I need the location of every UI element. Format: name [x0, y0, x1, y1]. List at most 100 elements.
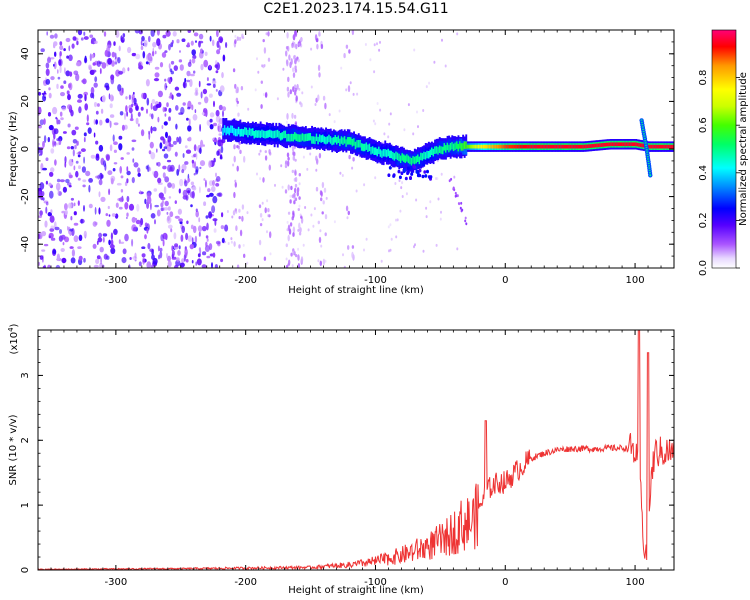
noise-speck — [213, 122, 217, 127]
noise-speck — [372, 119, 375, 123]
ridge-cell — [512, 144, 514, 149]
noise-speck — [125, 105, 128, 113]
noise-speck — [212, 80, 217, 84]
noise-speck — [191, 159, 195, 164]
noise-speck — [69, 231, 72, 236]
noise-speck — [195, 40, 197, 43]
ridge-cell — [350, 137, 352, 145]
ridge-cell — [407, 155, 410, 164]
noise-speck — [138, 65, 144, 70]
noise-speck — [108, 239, 111, 246]
noise-speck — [287, 160, 290, 167]
ridge-cell — [535, 144, 538, 149]
noise-speck — [191, 260, 194, 264]
noise-speck — [306, 167, 309, 171]
noise-speck — [195, 166, 199, 173]
ridge-cell — [445, 145, 447, 153]
noise-speck — [38, 124, 42, 129]
ridge-cell — [332, 137, 335, 145]
ridge-cell — [403, 168, 407, 172]
y-tick-label: 0 — [20, 146, 31, 152]
noise-speck — [195, 208, 198, 212]
noise-speck — [131, 216, 136, 223]
noise-speck — [317, 94, 320, 101]
noise-speck — [133, 97, 137, 105]
noise-speck — [378, 48, 381, 52]
noise-speck — [238, 208, 241, 213]
noise-speck — [188, 118, 191, 126]
noise-speck — [68, 202, 72, 209]
noise-speck — [292, 151, 295, 156]
ridge-cell — [400, 171, 404, 175]
noise-speck — [120, 189, 124, 193]
noise-speck — [394, 182, 397, 185]
noise-speck — [72, 139, 78, 144]
ridge-cell — [362, 143, 365, 152]
noise-speck — [284, 189, 288, 194]
noise-speck — [319, 190, 323, 196]
ridge-cell — [421, 174, 425, 179]
noise-speck — [55, 264, 61, 268]
noise-speck — [146, 164, 150, 173]
ridge-cell — [670, 144, 673, 149]
noise-speck — [95, 110, 99, 115]
noise-speck — [171, 245, 174, 252]
noise-speck — [98, 179, 103, 186]
noise-speck — [236, 264, 240, 268]
noise-speck — [417, 125, 419, 129]
noise-speck — [154, 66, 160, 70]
noise-speck — [233, 144, 236, 150]
ridge-cell — [627, 142, 630, 147]
noise-speck — [69, 71, 73, 77]
noise-speck — [328, 113, 331, 117]
noise-speck — [293, 200, 296, 205]
noise-speck — [55, 116, 58, 120]
noise-speck — [294, 65, 297, 70]
ridge-cell — [585, 144, 588, 149]
noise-speck — [157, 177, 162, 184]
ridge-cell — [398, 175, 402, 180]
noise-speck — [188, 136, 192, 142]
noise-speck — [192, 225, 197, 234]
noise-speck — [127, 46, 132, 54]
noise-speck — [140, 217, 144, 226]
noise-speck — [108, 214, 111, 217]
noise-speck — [351, 30, 355, 36]
ridge-cell — [375, 147, 377, 155]
noise-speck — [111, 60, 115, 67]
noise-speck — [395, 235, 398, 239]
ridge-cell — [275, 130, 278, 138]
noise-speck — [70, 197, 74, 201]
ridge-cell — [610, 142, 612, 147]
noise-speck — [325, 196, 328, 200]
ridge-cell — [602, 143, 605, 147]
noise-speck — [55, 182, 61, 191]
spectrogram-x-axis: -300 -200 -100 0 100 — [50, 30, 675, 286]
ridge-cell — [424, 174, 428, 178]
noise-speck — [312, 224, 315, 228]
noise-speck — [124, 124, 128, 130]
ridge-cell — [356, 140, 359, 148]
noise-speck — [45, 206, 48, 214]
ridge-cell — [325, 136, 327, 145]
noise-speck — [205, 235, 209, 239]
noise-speck — [239, 149, 242, 154]
noise-speck — [324, 259, 327, 263]
ridge-cell — [272, 130, 275, 139]
noise-speck — [236, 36, 239, 41]
noise-speck — [109, 120, 112, 128]
ridge-cell — [359, 140, 362, 148]
noise-speck — [95, 258, 100, 264]
noise-speck — [182, 153, 185, 158]
ridge-cell — [393, 153, 396, 161]
noise-speck — [149, 248, 154, 252]
ridge-cell — [583, 144, 586, 149]
noise-speck — [287, 156, 290, 161]
noise-speck — [204, 51, 208, 56]
noise-speck — [174, 151, 178, 157]
ridge-cell — [484, 144, 486, 149]
noise-speck — [343, 53, 346, 59]
noise-speck — [168, 196, 172, 199]
noise-speck — [83, 156, 85, 164]
ridge-cell — [441, 146, 444, 155]
